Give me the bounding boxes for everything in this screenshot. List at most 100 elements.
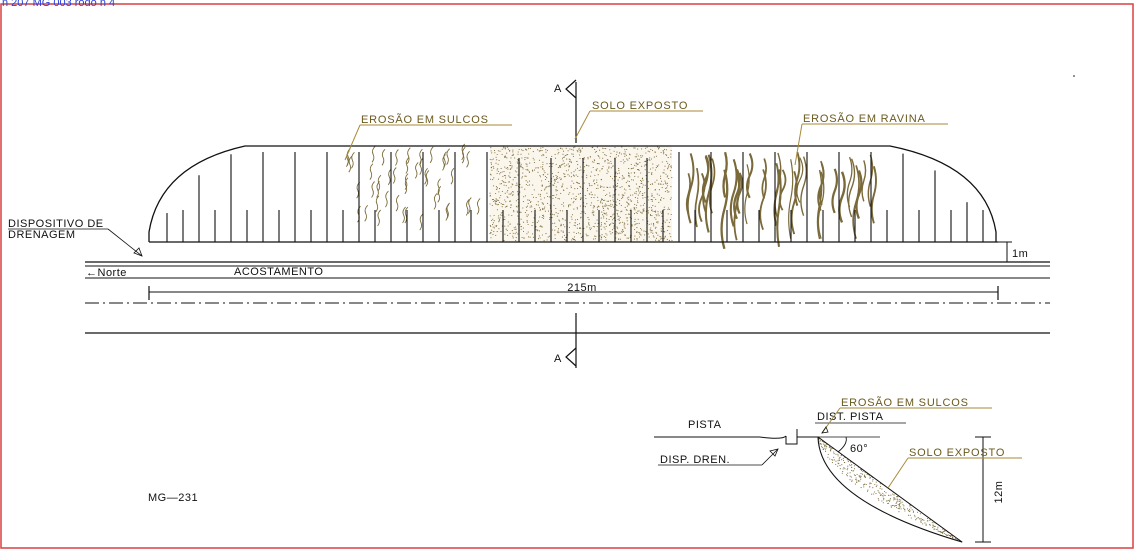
stipple-dot [561,158,564,160]
stipple-dot [604,194,607,197]
stipple-dot [620,204,622,207]
stipple-dot [670,186,672,188]
stipple-dot [590,202,593,204]
gully-mark [701,154,710,203]
section-stipple-dot [952,537,954,539]
stipple-dot [628,202,630,205]
stipple-dot [562,230,564,232]
stipple-dot [578,223,581,225]
stipple-dot [623,188,626,190]
stipple-dot [604,222,606,224]
gully-mark [733,169,741,220]
stipple-dot [539,216,541,218]
stipple-dot [507,225,509,227]
section-stipple-dot [851,469,853,471]
stipple-dot [602,206,604,208]
stipple-dot [495,203,497,205]
stipple-dot [559,177,561,179]
stipple-dot [638,158,640,160]
stipple-dot [497,178,499,180]
section-stipple-dot [897,495,899,497]
stipple-dot [574,221,576,224]
stipple-dot [580,199,582,201]
stipple-dot [526,214,528,216]
stipple-dot [531,206,533,208]
stipple-dot [638,222,640,224]
stipple-dot [516,210,518,212]
stipple-dot [528,180,531,182]
stipple-dot [617,215,619,217]
stipple-dot [505,201,507,203]
stipple-dot [668,239,670,241]
stipple-dot [612,219,614,221]
stipple-dot [564,219,566,221]
stipple-dot [596,206,598,208]
stipple-dot [560,166,562,168]
stipple-dot [573,171,575,173]
stipple-dot [547,236,549,238]
stipple-dot [645,152,647,154]
stipple-dot [666,182,669,184]
section-stipple-dot [871,493,873,495]
stipple-dot [559,165,561,167]
stipple-dot [593,182,595,185]
stipple-dot [561,203,563,205]
stipple-dot [605,236,607,239]
stipple-dot [547,202,549,204]
stipple-dot [517,223,519,225]
stipple-dot [510,168,512,170]
stipple-dot [642,197,644,199]
stipple-dot [540,189,542,192]
stipple-dot [640,182,642,185]
stipple-dot [659,236,661,238]
stipple-dot [569,192,571,194]
stipple-dot [504,155,506,157]
stipple-dot [590,196,592,199]
section-height-label: 12m [993,481,1005,504]
stipple-dot [651,215,653,217]
stipple-dot [496,186,498,189]
stipple-dot [662,183,664,185]
stipple-dot [617,218,619,221]
stipple-dot [490,163,493,165]
stipple-dot [542,208,544,211]
stipple-dot [542,173,544,176]
stipple-dot [667,225,669,227]
exposed-soil-area [490,146,672,242]
stipple-dot [528,148,530,150]
stipple-dot [649,159,651,161]
stipple-dot [543,240,545,242]
stipple-dot [504,233,506,235]
stipple-dot [593,214,595,216]
stipple-dot [558,232,560,234]
stipple-dot [562,231,564,233]
stipple-dot [652,232,654,234]
leader-erosao-sulcos [344,124,361,161]
stipple-dot [658,194,660,196]
label-dispositivo-line2: DRENAGEM [8,229,76,241]
stipple-dot [617,173,619,175]
stipple-dot [642,179,644,181]
stipple-dot [532,157,534,159]
stipple-dot [596,168,598,170]
stipple-dot [548,196,550,198]
stipple-dot [603,199,605,201]
rill-mark [476,198,481,215]
stipple-dot [597,187,599,189]
stipple-dot [594,238,596,240]
stipple-dot [570,185,572,187]
section-stipple-dot [907,508,909,510]
section-stipple-dot [864,472,866,474]
stipple-dot [516,206,518,208]
stipple-dot [517,162,519,164]
stipple-dot [490,237,492,239]
stipple-dot [670,149,672,152]
stipple-dot [647,233,649,235]
stipple-dot [565,239,567,241]
stipple-dot [628,203,630,206]
stipple-dot [620,211,622,213]
stipple-dot [532,151,534,153]
section-stipple-dot [869,477,871,479]
stipple-dot [525,169,527,171]
stipple-dot [576,187,579,190]
